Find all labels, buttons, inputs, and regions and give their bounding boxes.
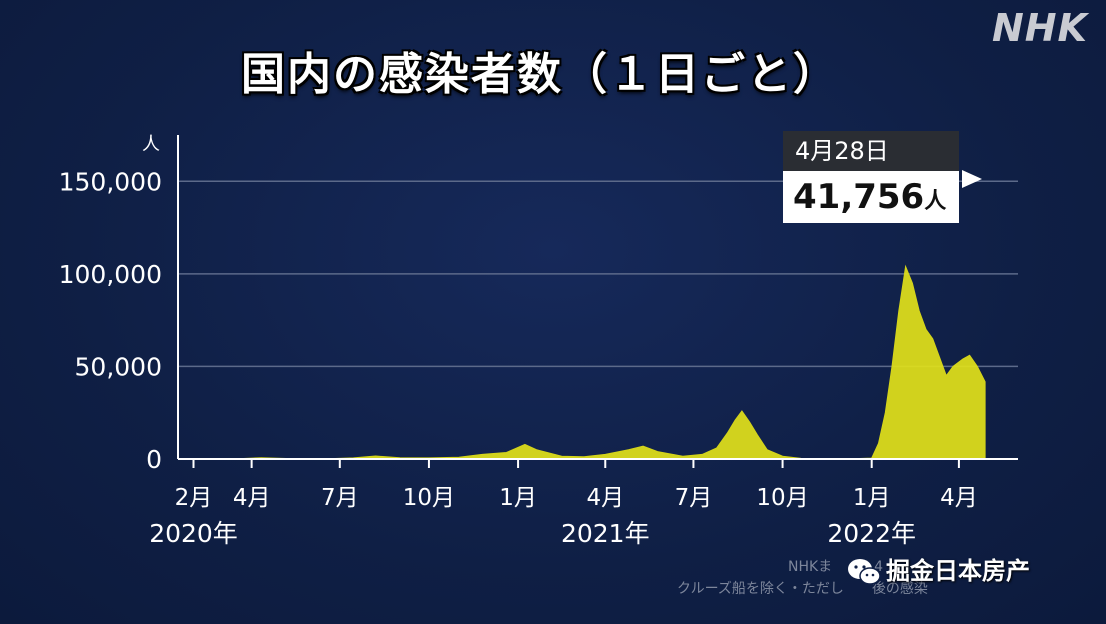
wechat-icon — [848, 559, 881, 585]
x-tick-label: 4月 — [233, 485, 271, 511]
watermark-text: 掘金日本房产 — [886, 557, 1030, 585]
y-tick-label: 100,000 — [59, 260, 162, 289]
x-tick-label: 10月 — [403, 485, 455, 511]
source-line-2: クルーズ船を除く・ただし 後の感染 — [677, 581, 928, 597]
y-tick-label: 50,000 — [75, 352, 162, 381]
callout-value: 41,756 — [793, 177, 925, 217]
watermark: 掘金日本房产 — [846, 551, 1030, 587]
callout-value-box: 41,756人 — [783, 171, 959, 223]
chart-title: 国内の感染者数（１日ごと） — [241, 49, 839, 100]
year-label: 2021年 — [561, 519, 650, 548]
y-tick-label: 150,000 — [59, 167, 162, 196]
x-tick-label: 4月 — [586, 485, 624, 511]
latest-value-pointer-icon — [962, 170, 982, 188]
year-label: 2022年 — [827, 519, 916, 548]
year-label: 2020年 — [149, 519, 238, 548]
callout-unit: 人 — [924, 189, 947, 214]
x-tick-label: 4月 — [940, 485, 978, 511]
x-tick-label: 1月 — [499, 485, 537, 511]
y-axis-unit: 人 — [142, 134, 160, 155]
callout-date: 4月28日 — [783, 131, 959, 171]
x-tick-label: 1月 — [853, 485, 891, 511]
nhk-logo: NHK — [991, 6, 1088, 50]
x-tick-label: 2月 — [175, 485, 213, 511]
x-tick-label: 10月 — [756, 485, 808, 511]
x-tick-label: 7月 — [321, 485, 359, 511]
x-tick-label: 7月 — [675, 485, 713, 511]
cases-area-series — [177, 264, 986, 460]
y-tick-label: 0 — [146, 445, 162, 474]
